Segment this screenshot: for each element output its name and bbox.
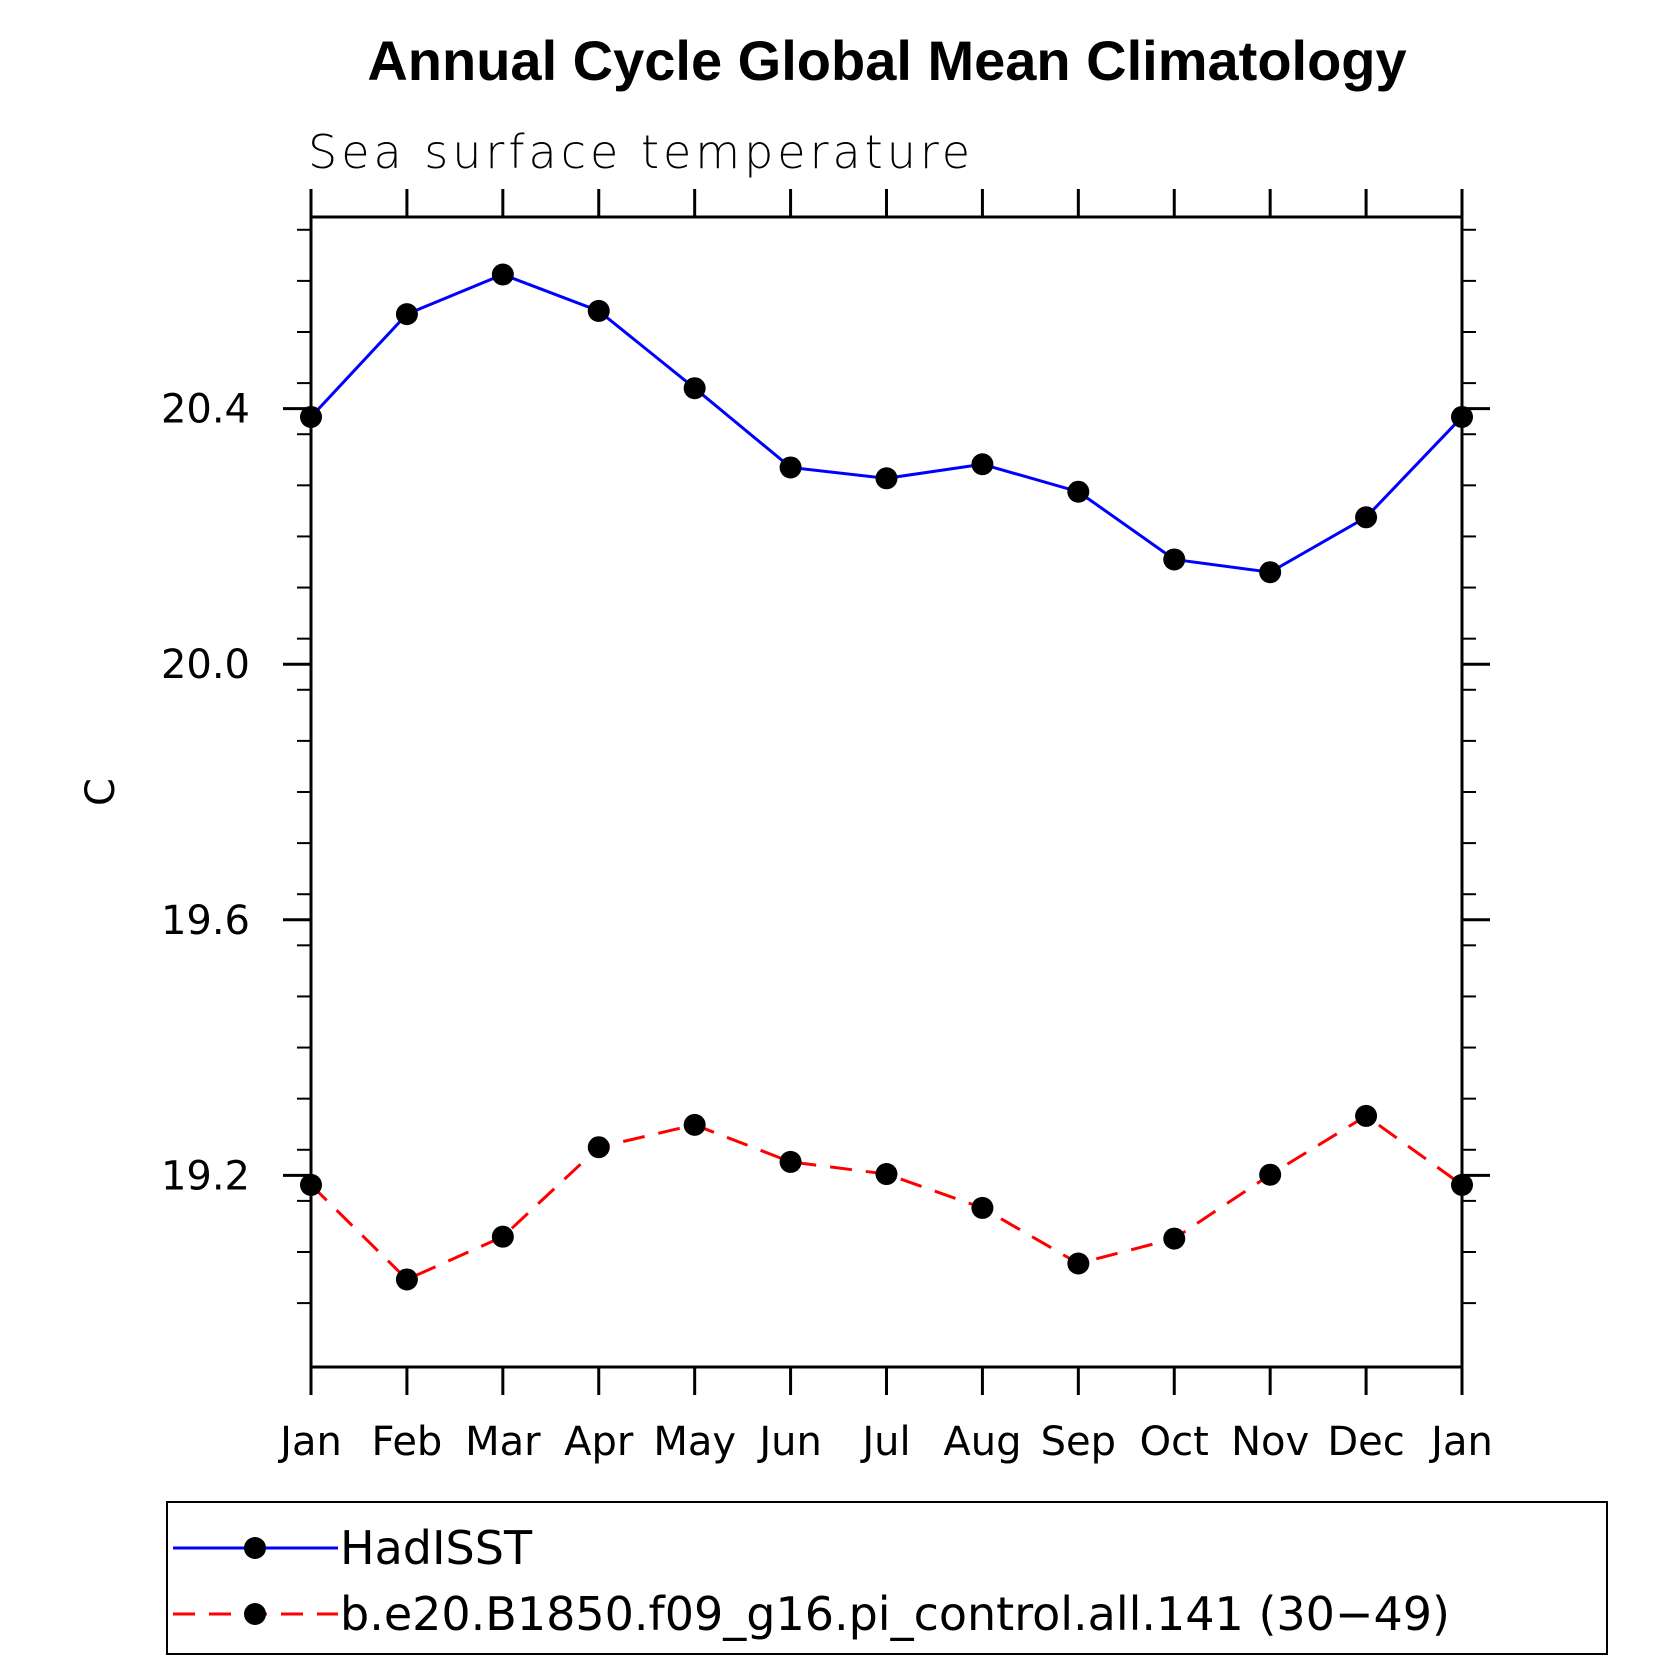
x-tick-label: Oct [1140,1419,1209,1465]
legend-label: b.e20.B1850.f09_g16.pi_control.all.141 (… [340,1587,1450,1641]
data-point [1163,1227,1186,1250]
data-point [1259,1163,1282,1186]
data-point [779,1150,802,1173]
data-point [587,299,610,322]
y-tick-label: 19.2 [161,1153,250,1199]
x-tick-label: Feb [372,1419,443,1465]
x-tick-label: Apr [564,1419,634,1465]
legend-label: HadISST [340,1521,533,1575]
data-point [395,1268,418,1291]
series-line [309,272,1464,574]
chart-subtitle: Sea surface temperature [308,125,974,179]
legend-marker [244,1537,266,1559]
data-point [875,1163,898,1186]
x-tick-labels: Jan Feb Mar Apr May Jun Jul Aug Sep Oct Nov Dec Jan [277,1419,1493,1465]
data-point [683,377,706,400]
legend-marker [244,1603,266,1625]
data-point [779,456,802,479]
x-tick-label: Jan [277,1419,342,1465]
x-tick-label: May [653,1419,736,1465]
data-point [1163,548,1186,571]
chart-title: Annual Cycle Global Mean Climatology [367,29,1406,92]
series-2 [300,1104,1473,1291]
x-tick-label: Nov [1231,1419,1309,1465]
data-point [491,263,514,286]
x-tick-label: Aug [943,1419,1021,1465]
data-point [971,453,994,476]
data-point [300,405,322,428]
plot-frame [309,215,1464,1369]
data-point [1067,480,1090,503]
data-point [587,1136,610,1159]
y-tick-labels: 20.4 20.0 19.6 19.2 [161,387,250,1200]
legend-box [166,1501,1608,1655]
x-tick-label: Jun [756,1419,822,1465]
data-point [1451,405,1473,428]
data-point [683,1113,706,1136]
data-point [1259,561,1282,584]
data-point [491,1225,514,1248]
legend: HadISST b.e20.B1850.f09_g16.pi_control.al… [166,1501,1608,1655]
series-line [309,1114,1463,1282]
x-tick-label: Jan [1428,1419,1493,1465]
series-layer [300,263,1473,1291]
legend-item: HadISST [173,1521,533,1575]
data-point [300,1173,322,1196]
data-point [1067,1252,1090,1275]
data-point [1355,1104,1378,1127]
data-point [971,1196,994,1219]
x-tick-label: Sep [1041,1419,1116,1465]
x-tick-label: Dec [1327,1419,1404,1465]
y-tick-label: 20.4 [161,387,250,433]
y-tick-label: 19.6 [161,898,250,944]
x-tick-label: Jul [859,1419,910,1465]
axes [309,215,1464,1369]
data-point [1355,506,1378,529]
y-axis-label: C [78,778,124,806]
y-tick-label: 20.0 [161,642,250,688]
data-point [1451,1173,1473,1196]
axis-ticks [283,189,1490,1395]
data-point [875,467,898,490]
data-point [395,303,418,326]
x-tick-label: Mar [465,1419,541,1465]
series-1 [300,263,1473,584]
legend-item: b.e20.B1850.f09_g16.pi_control.all.141 (… [173,1587,1450,1641]
